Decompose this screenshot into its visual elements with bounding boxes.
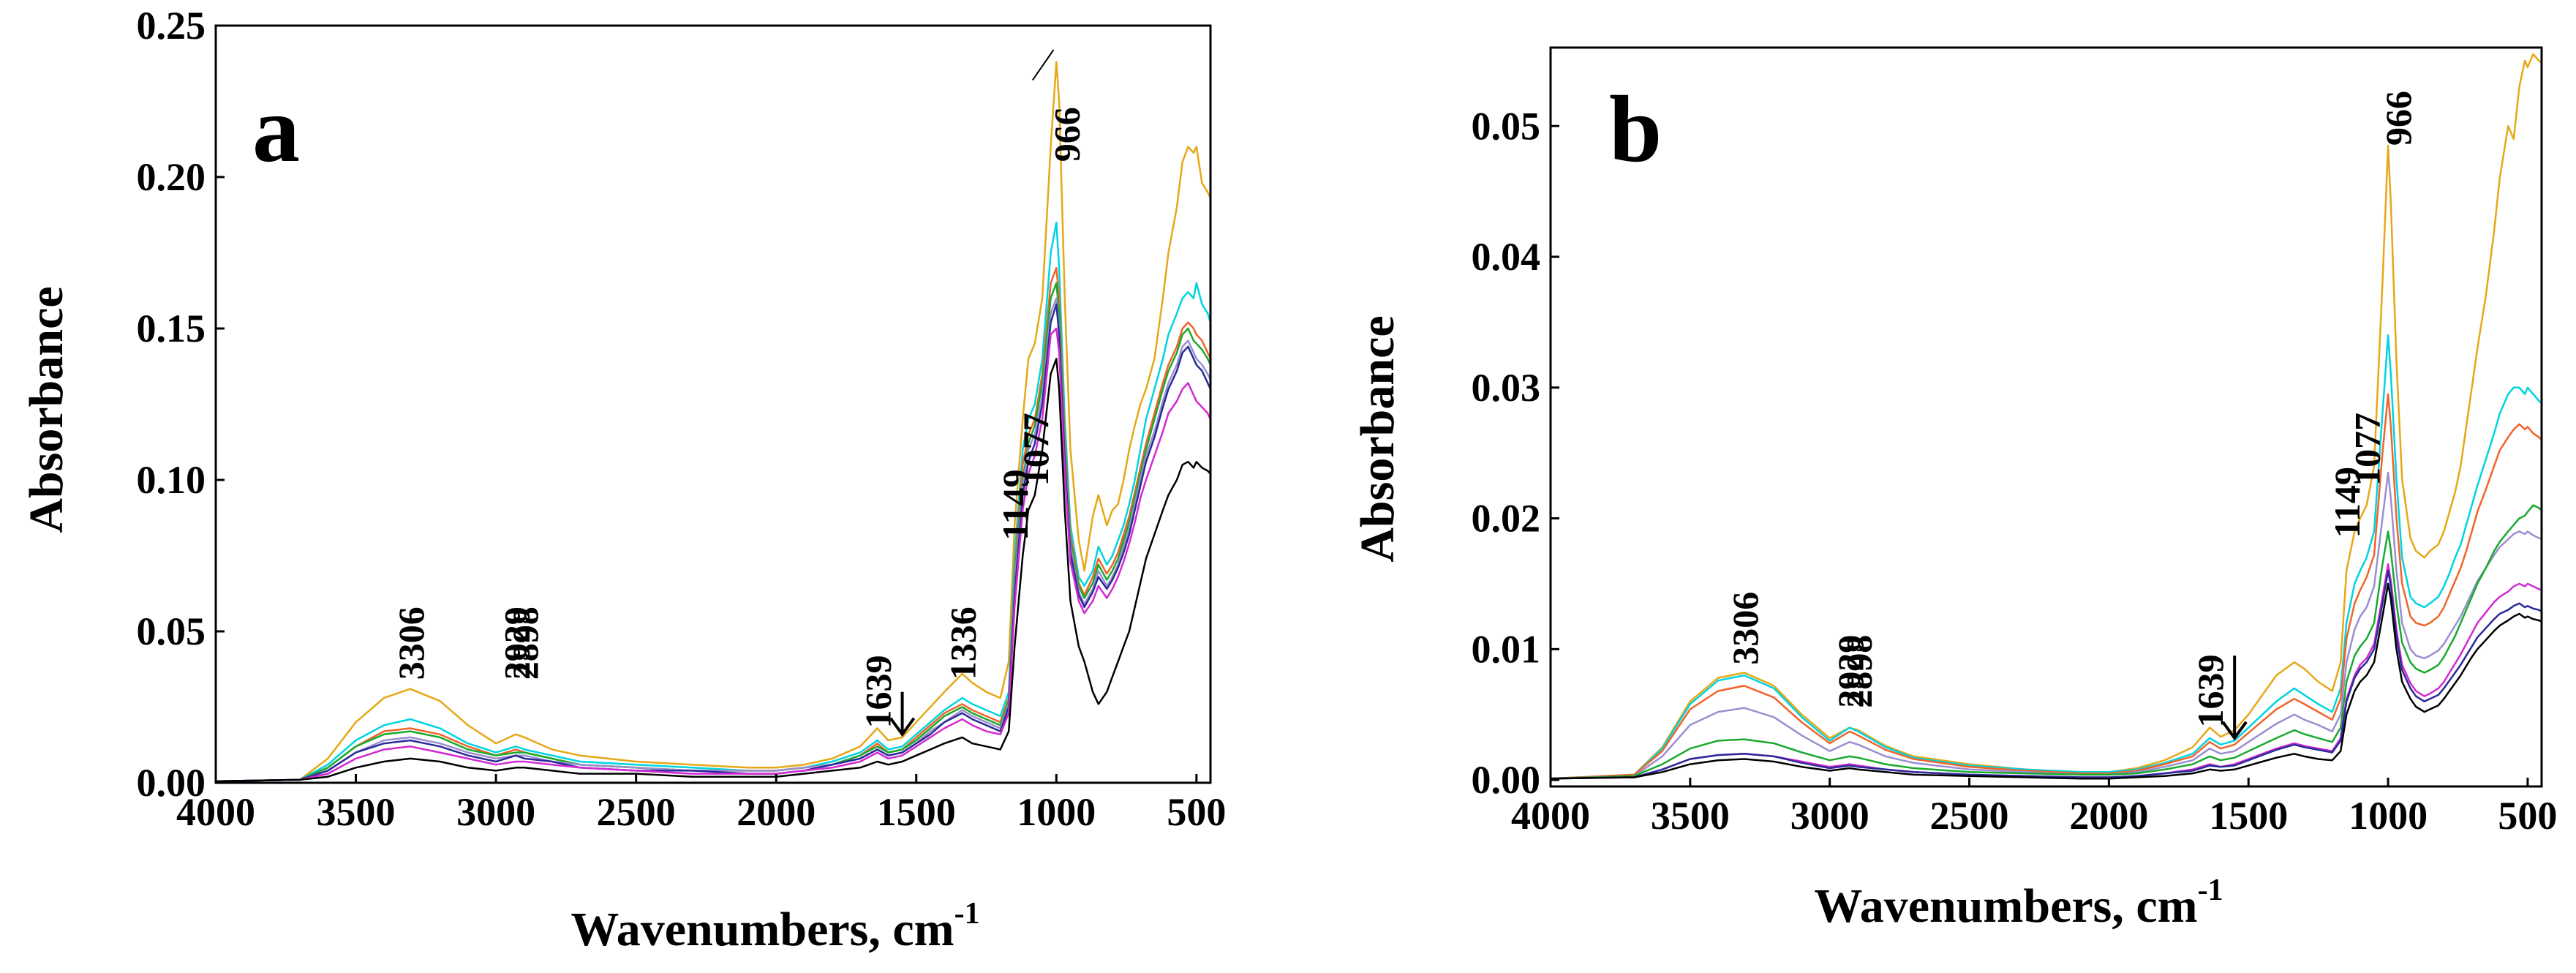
panel-a-series-s8 [215, 358, 1211, 783]
panel-a-peak-label: 1336 [943, 606, 984, 680]
panel-b-series-s5 [1550, 504, 2542, 780]
panel-a-series-s1 [215, 61, 1212, 783]
panel-a-xlabel-sup: -1 [954, 897, 980, 931]
panel-a-peak-label: 1639 [857, 655, 898, 728]
panel-a-label: a [252, 77, 300, 182]
panel-a-series-s7 [215, 327, 1212, 783]
panel-a-xlabel: Wavenumbers, cm-1 [570, 897, 979, 956]
panel-a-ylabel: Absorbance [20, 286, 73, 533]
panel-a-xtick-label: 2500 [597, 790, 676, 834]
panel-a-ytick-label: 0.05 [137, 609, 206, 653]
panel-a-xtick-label: 2000 [737, 790, 816, 834]
panel-a-peak-label: 2898 [505, 606, 546, 680]
panel-b-series [1550, 53, 2542, 780]
panel-a-peak-label: 1149 [995, 470, 1036, 541]
panel-b-series-s8 [1550, 582, 2542, 780]
panel-b-xtick-label: 3000 [1790, 794, 1869, 838]
panel-b-arrow-head [2221, 721, 2248, 741]
panel-b-xtick-label: 2500 [1930, 794, 2009, 838]
panel-a-xtick-label: 4000 [176, 790, 255, 834]
panel-a-ticks: 4000 3500 3000 2500 2000 1500 1000 500 0.00 0.05 0… [137, 4, 1227, 834]
panel-a-ytick-label: 0.25 [137, 4, 206, 48]
panel-a-arrow-head [889, 717, 916, 737]
panel-a-xtick-label: 1500 [877, 790, 956, 834]
panel-b-series-s1 [1550, 53, 2542, 780]
panel-a-xlabel-text: Wavenumbers, cm [570, 903, 954, 956]
panel-b-peak-label: 3306 [1725, 592, 1766, 665]
panel-b-ylabel: Absorbance [1351, 315, 1404, 562]
panel-b-xtick-label: 1500 [2209, 794, 2288, 838]
panel-b-ytick-label: 0.05 [1472, 104, 1541, 148]
panel-a-leader-line [1031, 49, 1055, 81]
panel-b-peak-label: 2929 [1830, 635, 1871, 708]
panel-a-peak-label: 966 [1046, 107, 1087, 162]
panel-b-xtick-label: 2000 [2069, 794, 2148, 838]
panel-b: 4000 3500 3000 2500 2000 1500 1000 500 0.00 0.01 0… [1351, 46, 2558, 933]
panel-b-peak-label: 1639 [2190, 655, 2231, 728]
panel-b-peak-label: 966 [2378, 91, 2419, 146]
panel-a-xtick-label: 3500 [317, 790, 396, 834]
panel-b-series-s7 [1550, 569, 2542, 780]
panel-b-ytick-label: 0.01 [1472, 627, 1541, 671]
panel-b-ticks: 4000 3500 3000 2500 2000 1500 1000 500 0.00 0.01 0… [1472, 104, 2558, 838]
panel-b-xlabel: Wavenumbers, cm-1 [1814, 874, 2223, 933]
panel-b-ytick-label: 0.02 [1472, 497, 1541, 541]
panel-b-label: b [1609, 77, 1662, 182]
panel-a-ytick-label: 0.15 [137, 307, 206, 350]
panel-b-xlabel-text: Wavenumbers, cm [1814, 879, 2197, 933]
panel-b-plot-frame [1549, 46, 2543, 788]
panel-a: 4000 3500 3000 2500 2000 1500 1000 500 0.00 0.05 0… [20, 4, 1226, 956]
panel-b-series-s3 [1550, 393, 2542, 780]
panel-b-xlabel-sup: -1 [2198, 874, 2223, 907]
panel-b-xtick-label: 1000 [2349, 794, 2428, 838]
panel-b-ytick-label: 0.04 [1472, 235, 1541, 279]
panel-b-xtick-label: 3500 [1651, 794, 1730, 838]
panel-a-ytick-label: 0.20 [137, 155, 206, 199]
panel-b-peak-label: 2898 [1839, 635, 1880, 708]
panel-a-xtick-label: 1000 [1017, 790, 1096, 834]
panel-a-ytick-label: 0.10 [137, 458, 206, 502]
panel-b-series-s2 [1550, 334, 2542, 780]
panel-a-xtick-label: 500 [1167, 790, 1226, 834]
panel-a-peak-label: 3306 [391, 606, 432, 680]
panel-a-series [215, 61, 1212, 783]
panel-b-peak-label: 1149 [2327, 467, 2368, 538]
panel-b-xtick-label: 500 [2498, 794, 2557, 838]
panel-a-plot-frame [214, 24, 1212, 784]
panel-b-ytick-label: 0.03 [1472, 366, 1541, 410]
panel-b-ytick-label: 0.00 [1472, 758, 1541, 802]
panel-a-series-s2 [215, 221, 1212, 783]
panel-a-xtick-label: 3000 [456, 790, 535, 834]
panel-a-ytick-label: 0.00 [137, 761, 206, 805]
panel-b-peak-label: 1077 [2347, 413, 2388, 486]
panel-b-xtick-label: 4000 [1511, 794, 1590, 838]
panel-a-peak-label: 2929 [496, 606, 537, 680]
panel-a-series-s6 [215, 303, 1212, 783]
panel-a-peak-label: 1077 [1015, 413, 1056, 486]
